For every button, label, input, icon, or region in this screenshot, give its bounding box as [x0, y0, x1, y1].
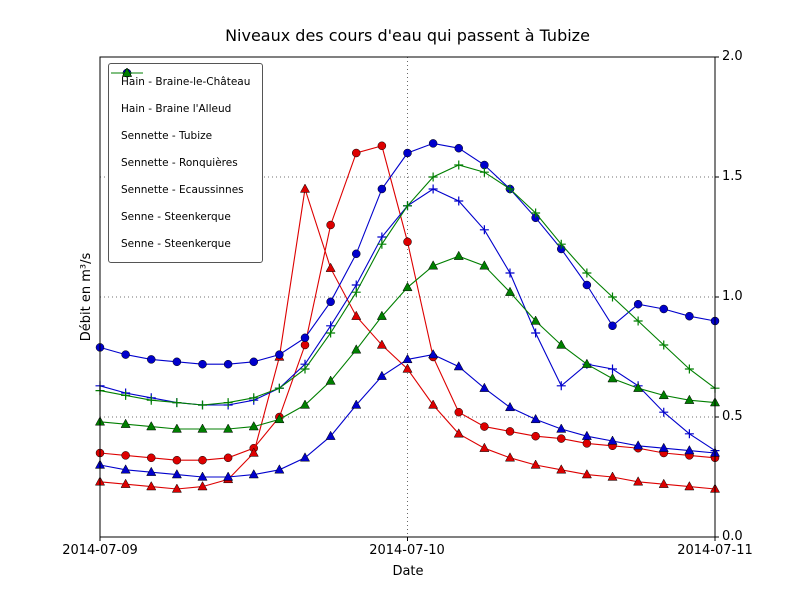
y-tick-label: 0.0	[722, 529, 743, 544]
legend-label: Sennette - Ronquières	[121, 157, 238, 169]
y-tick-label: 1.5	[722, 169, 743, 184]
legend-item: Sennette - Tubize	[111, 68, 250, 145]
legend-item: Sennette - Ecaussinnes	[111, 67, 250, 199]
y-axis-label: Débit en m³/s	[79, 252, 94, 342]
legend-item: Hain - Braine l'Alleud	[111, 67, 250, 118]
legend-label: Hain - Braine l'Alleud	[121, 103, 232, 115]
legend-label: Hain - Braine-le-Château	[121, 76, 251, 88]
y-tick-label: 2.0	[722, 49, 743, 64]
x-axis-label: Date	[392, 564, 424, 579]
y-tick-label: 1.0	[722, 289, 743, 304]
legend-label: Sennette - Tubize	[121, 130, 213, 142]
legend-item: Sennette - Ronquières	[111, 68, 250, 172]
legend-item: Senne - Steenkerque	[111, 67, 250, 253]
legend-label: Sennette - Ecaussinnes	[121, 184, 244, 196]
x-tick-label: 2014-07-09	[62, 543, 138, 558]
chart-title: Niveaux des cours d'eau qui passent à Tu…	[225, 26, 590, 45]
y-tick-label: 0.5	[722, 409, 743, 424]
legend-item: Senne - Steenkerque	[111, 68, 250, 226]
legend-label: Senne - Steenkerque	[121, 238, 231, 250]
legend-label: Senne - Steenkerque	[121, 211, 231, 223]
legend-marker-sample	[111, 67, 143, 77]
x-tick-label: 2014-07-10	[369, 543, 445, 558]
x-tick-label: 2014-07-11	[677, 543, 753, 558]
legend: Hain - Braine-le-Château Hain - Braine l…	[108, 63, 264, 263]
